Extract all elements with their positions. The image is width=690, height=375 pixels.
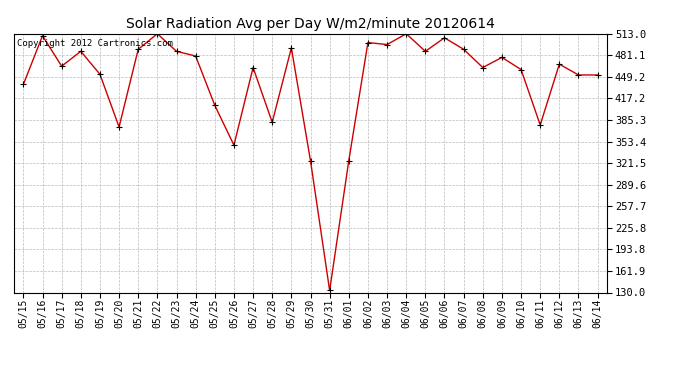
Title: Solar Radiation Avg per Day W/m2/minute 20120614: Solar Radiation Avg per Day W/m2/minute … <box>126 17 495 31</box>
Text: Copyright 2012 Cartronics.com: Copyright 2012 Cartronics.com <box>17 39 172 48</box>
